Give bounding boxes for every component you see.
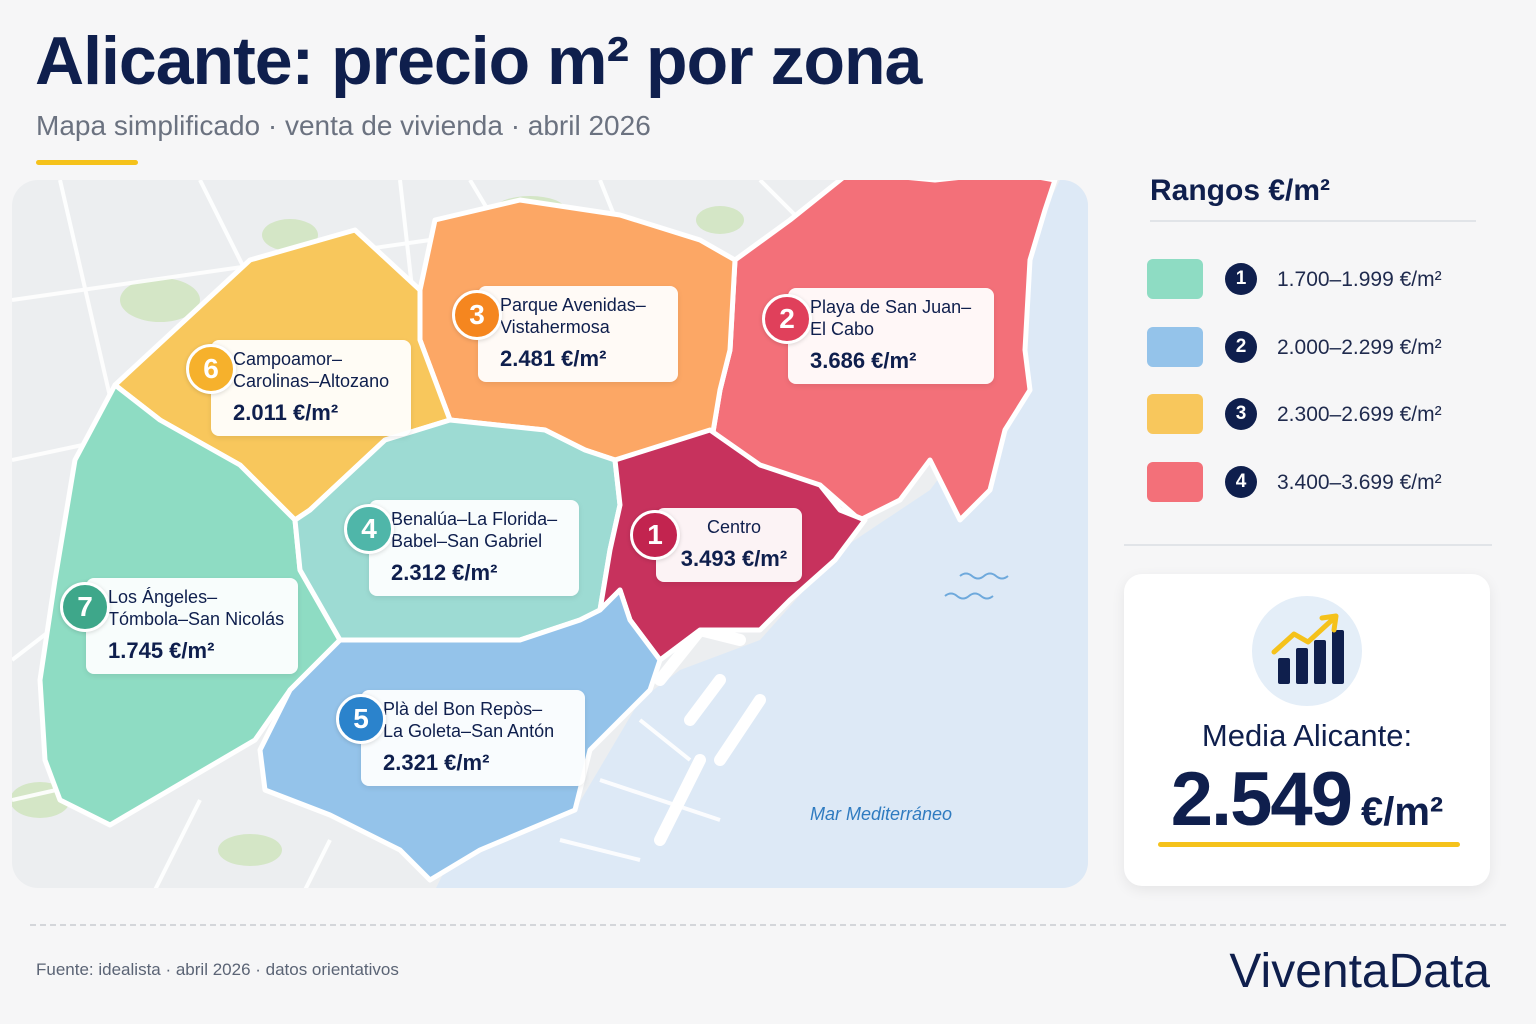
brand-logo: ViventaData: [1229, 945, 1490, 998]
zone-badge-5: 5: [336, 694, 386, 744]
zone-name-5: Plà del Bon Repòs– La Goleta–San Antón: [383, 699, 555, 741]
zone-badge-3: 3: [452, 290, 502, 340]
legend-title: Rangos €/m²: [1150, 174, 1331, 207]
zone-price-5: 2.321 €/m²: [383, 750, 490, 775]
legend-range-2: 2.000–2.299 €/m²: [1277, 336, 1442, 359]
average-label: Media Alicante:: [1201, 718, 1413, 753]
legend-divider: [1124, 544, 1492, 546]
zone-badge-4: 4: [344, 504, 394, 554]
page-title: Alicante: precio m² por zona: [35, 23, 922, 99]
zone-price-1: 3.493 €/m²: [680, 546, 788, 571]
park-areas: [12, 196, 744, 866]
zone-label-2: Playa de San Juan– El Cabo 3.686 €/m²: [788, 288, 994, 384]
zone-price-3: 2.481 €/m²: [500, 346, 607, 371]
zone-name-1: Centro: [706, 517, 762, 537]
sea-label: Mar Mediterráneo: [810, 804, 953, 824]
legend-range-1: 1.700–1.999 €/m²: [1277, 268, 1442, 291]
source-note: Fuente: idealista · abril 2026 · datos o…: [36, 960, 399, 979]
zone-badge-1: 1: [630, 510, 680, 560]
zone-label-1: Centro 3.493 €/m²: [656, 508, 802, 582]
zone-badge-7: 7: [60, 582, 110, 632]
legend-title-rule: [1150, 220, 1476, 222]
legend-range-4: 3.400–3.699 €/m²: [1277, 471, 1442, 494]
zone-badge-2: 2: [762, 294, 812, 344]
zone-price-6: 2.011 €/m²: [233, 400, 339, 425]
zone-label-4: Benalúa–La Florida– Babel–San Gabriel 2.…: [369, 500, 579, 596]
zone-name-4: Benalúa–La Florida– Babel–San Gabriel: [391, 509, 558, 551]
title-accent-bar: [36, 160, 138, 165]
legend-swatch-1: [1147, 259, 1203, 299]
zone-label-3: Parque Avenidas– Vistahermosa 2.481 €/m²: [478, 286, 678, 382]
zone-price-4: 2.312 €/m²: [391, 560, 498, 585]
average-number: 2.549: [1170, 757, 1353, 842]
legend-range-3: 2.300–2.699 €/m²: [1277, 403, 1442, 426]
average-value: 2.549 €/m²: [1124, 756, 1490, 843]
legend-swatch-2: [1147, 327, 1203, 367]
wave-icon: [944, 572, 1009, 600]
footer-divider: [30, 924, 1506, 926]
zone-name-2: Playa de San Juan– El Cabo: [810, 297, 972, 339]
zone-badge-6: 6: [186, 344, 236, 394]
legend-swatch-4: [1147, 462, 1203, 502]
zone-name-7: Los Ángeles– Tómbola–San Nicolás: [108, 587, 285, 629]
zone-map: Parque Avenidas– Vistahermosa 2.481 €/m²…: [0, 160, 1100, 900]
sea-area: [430, 180, 1088, 888]
trend-chart-icon: [1252, 596, 1362, 706]
legend-number-4: 4: [1225, 466, 1257, 498]
zone-name-3: Parque Avenidas– Vistahermosa: [500, 295, 646, 337]
page-subtitle: Mapa simplificado · venta de vivienda · …: [36, 110, 651, 141]
average-underline: [1158, 842, 1460, 847]
average-price-card: Media Alicante: 2.549 €/m²: [1124, 574, 1490, 886]
legend-item-4: 4 3.400–3.699 €/m²: [1147, 462, 1487, 502]
legend-number-1: 1: [1225, 263, 1257, 295]
legend-number-2: 2: [1225, 331, 1257, 363]
legend-item-2: 2 2.000–2.299 €/m²: [1147, 327, 1487, 367]
legend-item-1: 1 1.700–1.999 €/m²: [1147, 259, 1487, 299]
zone-name-6: Campoamor– Carolinas–Altozano: [233, 349, 390, 391]
zone-label-5: Plà del Bon Repòs– La Goleta–San Antón 2…: [361, 690, 585, 786]
legend-swatch-3: [1147, 394, 1203, 434]
zone-price-2: 3.686 €/m²: [810, 348, 917, 373]
zone-label-7: Los Ángeles– Tómbola–San Nicolás 1.745 €…: [86, 578, 298, 674]
zone-price-7: 1.745 €/m²: [108, 638, 215, 663]
average-unit: €/m²: [1360, 790, 1444, 834]
legend-item-3: 3 2.300–2.699 €/m²: [1147, 394, 1487, 434]
legend-number-3: 3: [1225, 398, 1257, 430]
zone-label-6: Campoamor– Carolinas–Altozano 2.011 €/m²: [211, 340, 411, 436]
